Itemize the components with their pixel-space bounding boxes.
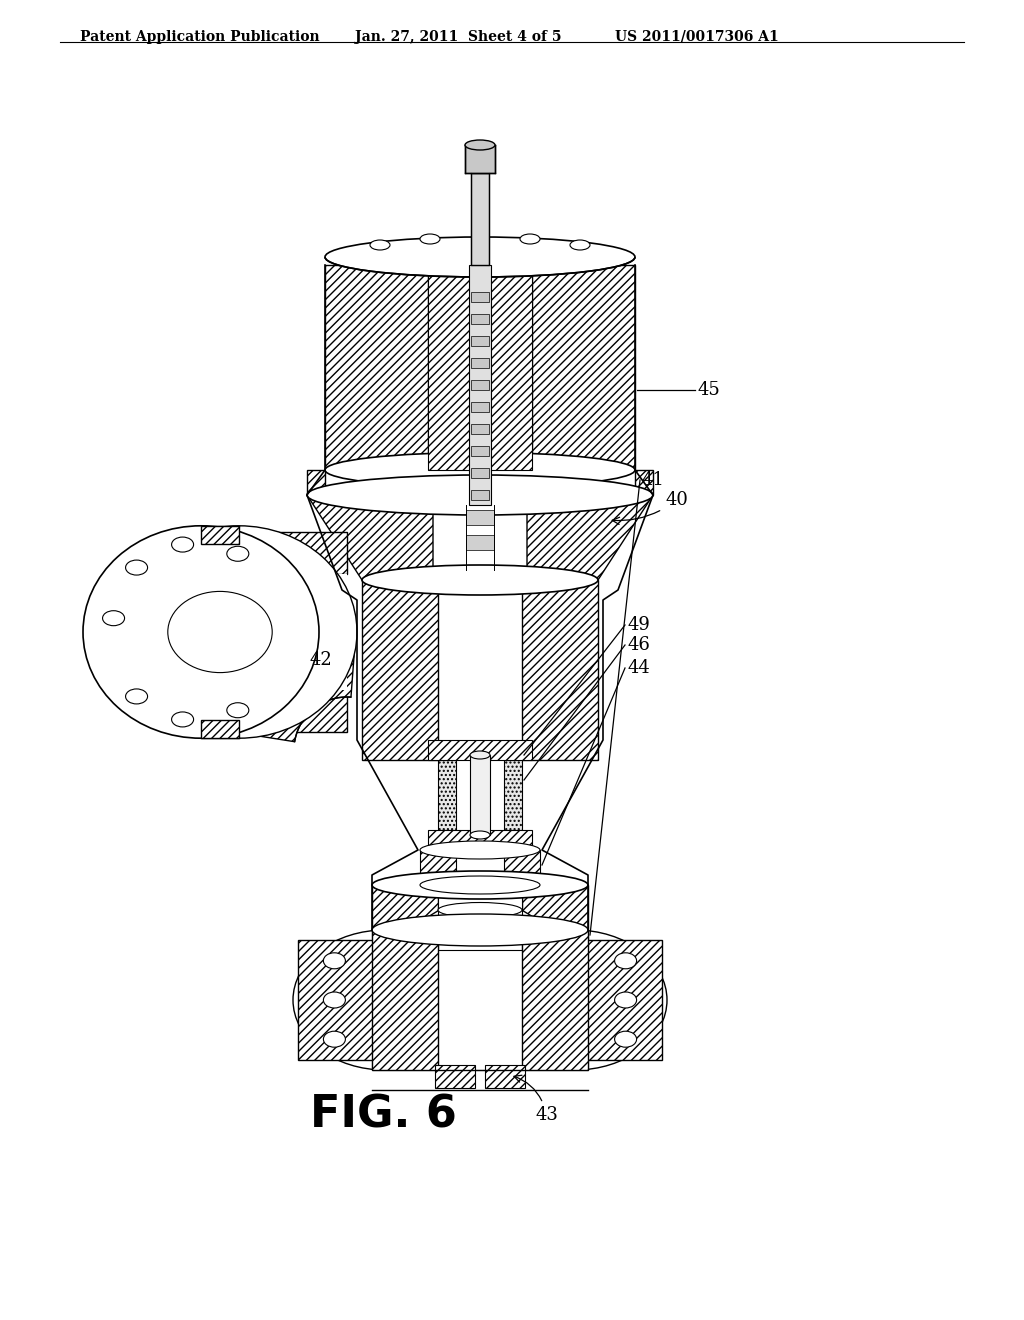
Bar (435, 1065, 475, 1088)
Polygon shape (555, 940, 662, 1060)
Ellipse shape (227, 702, 249, 718)
Text: Jan. 27, 2011  Sheet 4 of 5: Jan. 27, 2011 Sheet 4 of 5 (355, 30, 561, 44)
Polygon shape (175, 532, 347, 574)
Text: 42: 42 (310, 651, 333, 669)
Bar (471, 314, 489, 323)
Bar (485, 1065, 525, 1088)
Polygon shape (532, 265, 635, 470)
Polygon shape (201, 525, 239, 544)
Bar (471, 446, 489, 455)
Polygon shape (465, 145, 495, 173)
Polygon shape (522, 579, 598, 760)
Ellipse shape (325, 453, 635, 487)
Polygon shape (522, 884, 588, 950)
Ellipse shape (172, 711, 194, 727)
Polygon shape (522, 931, 588, 1071)
Ellipse shape (362, 565, 598, 595)
Bar (372, 931, 588, 1071)
Polygon shape (420, 850, 456, 884)
Ellipse shape (438, 903, 522, 917)
Polygon shape (489, 265, 532, 470)
Bar (471, 380, 489, 389)
Text: FIG. 6: FIG. 6 (310, 1093, 457, 1137)
Ellipse shape (465, 140, 495, 150)
Polygon shape (504, 850, 540, 884)
Bar (471, 337, 489, 346)
Bar (428, 741, 532, 760)
Ellipse shape (324, 1031, 345, 1047)
Polygon shape (362, 579, 438, 760)
Bar (471, 403, 489, 412)
Ellipse shape (102, 611, 125, 626)
Ellipse shape (370, 240, 390, 249)
Ellipse shape (614, 1031, 637, 1047)
Ellipse shape (83, 525, 319, 738)
Text: 43: 43 (514, 1076, 558, 1125)
Bar (428, 830, 532, 850)
Ellipse shape (121, 525, 357, 738)
Text: 45: 45 (697, 381, 720, 399)
Bar (471, 469, 489, 478)
Bar (470, 755, 490, 836)
Ellipse shape (293, 931, 477, 1071)
Text: 46: 46 (627, 636, 650, 653)
Polygon shape (635, 470, 653, 495)
Ellipse shape (126, 689, 147, 704)
Polygon shape (201, 719, 239, 738)
Ellipse shape (168, 591, 272, 673)
Bar (469, 265, 490, 506)
Ellipse shape (324, 953, 345, 969)
Polygon shape (428, 265, 471, 470)
Ellipse shape (307, 475, 653, 515)
Ellipse shape (520, 234, 540, 244)
Ellipse shape (570, 240, 590, 249)
Ellipse shape (172, 537, 194, 552)
Polygon shape (372, 884, 438, 950)
Polygon shape (307, 495, 433, 579)
Bar (471, 292, 489, 302)
Bar (466, 510, 494, 525)
Polygon shape (325, 265, 428, 470)
Bar (438, 760, 456, 830)
Ellipse shape (227, 546, 249, 561)
Ellipse shape (126, 560, 147, 576)
Text: US 2011/0017306 A1: US 2011/0017306 A1 (615, 30, 778, 44)
Ellipse shape (470, 832, 490, 840)
Polygon shape (298, 940, 406, 1060)
Ellipse shape (470, 751, 490, 759)
Bar (175, 574, 347, 690)
Ellipse shape (372, 913, 588, 946)
Polygon shape (175, 690, 347, 733)
Ellipse shape (324, 993, 345, 1008)
Polygon shape (233, 635, 355, 742)
Bar (466, 535, 494, 550)
Text: 40: 40 (612, 491, 688, 524)
Bar (471, 424, 489, 434)
Ellipse shape (420, 234, 440, 244)
Ellipse shape (614, 993, 637, 1008)
Bar (438, 884, 522, 950)
Text: 44: 44 (627, 659, 650, 677)
Polygon shape (527, 495, 653, 579)
Bar (471, 173, 489, 265)
Bar (471, 490, 489, 500)
Ellipse shape (325, 238, 635, 277)
Ellipse shape (372, 871, 588, 899)
Bar (471, 358, 489, 368)
Ellipse shape (483, 931, 667, 1071)
Polygon shape (372, 931, 438, 1071)
Ellipse shape (420, 841, 540, 859)
Polygon shape (307, 470, 325, 495)
Bar (504, 760, 522, 830)
Ellipse shape (420, 876, 540, 894)
Ellipse shape (614, 953, 637, 969)
Text: 41: 41 (642, 471, 665, 488)
Text: 49: 49 (627, 616, 650, 634)
Text: Patent Application Publication: Patent Application Publication (80, 30, 319, 44)
